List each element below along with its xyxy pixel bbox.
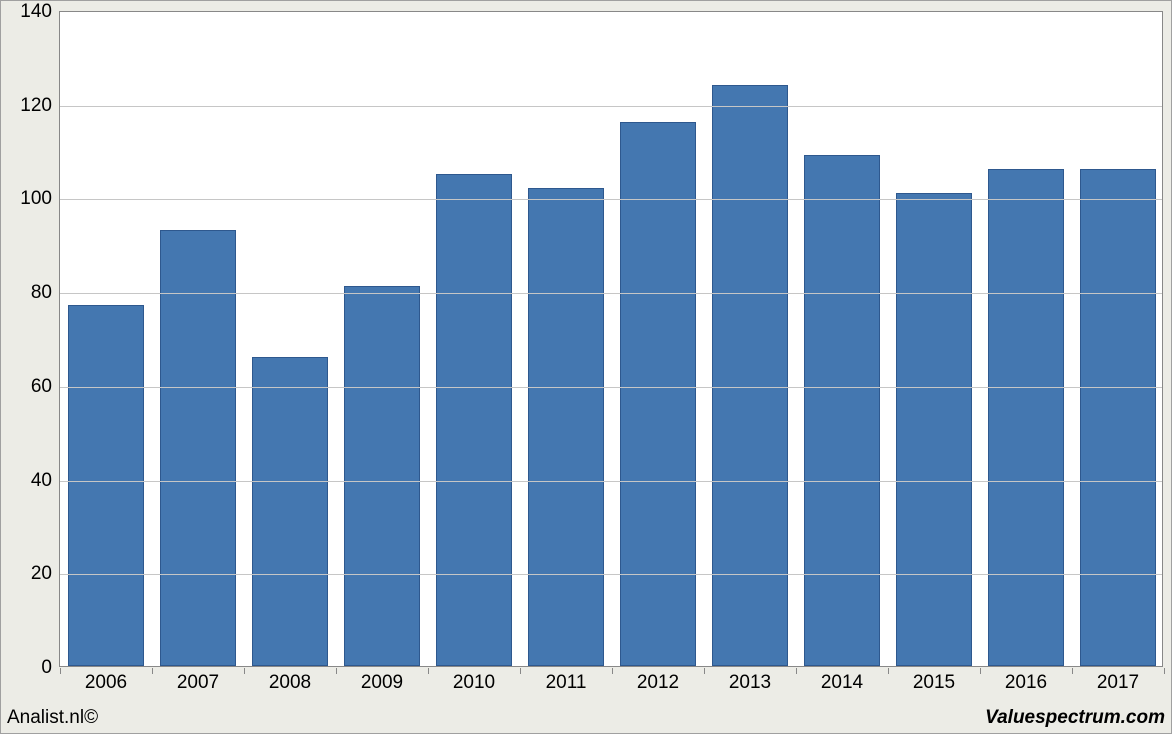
x-tick: [888, 668, 889, 674]
gridline: [60, 106, 1162, 107]
bar: [252, 357, 327, 666]
x-tick: [60, 668, 61, 674]
y-tick-label: 80: [31, 282, 52, 304]
x-tick: [520, 668, 521, 674]
footer: Analist.nl© Valuespectrum.com: [7, 705, 1165, 729]
gridline: [60, 387, 1162, 388]
y-tick-label: 20: [31, 563, 52, 585]
gridline: [60, 199, 1162, 200]
x-tick-label: 2015: [913, 672, 955, 694]
x-tick-label: 2009: [361, 672, 403, 694]
x-tick: [428, 668, 429, 674]
y-tick-label: 60: [31, 376, 52, 398]
x-tick-label: 2010: [453, 672, 495, 694]
x-tick: [796, 668, 797, 674]
footer-left: Analist.nl©: [7, 707, 98, 729]
bar: [1080, 169, 1155, 666]
bar: [160, 230, 235, 666]
bar: [804, 155, 879, 666]
x-tick-label: 2012: [637, 672, 679, 694]
bar: [344, 286, 419, 666]
x-tick: [152, 668, 153, 674]
chart-frame: 0 20 40 60 80 100 120 140 2006 2007 2008 2009 2010 20…: [0, 0, 1172, 734]
x-tick: [1164, 668, 1165, 674]
gridline: [60, 293, 1162, 294]
footer-right: Valuespectrum.com: [985, 707, 1165, 729]
x-tick: [244, 668, 245, 674]
plot-area: 0204060801001201402006200720082009201020…: [59, 11, 1163, 667]
x-tick-label: 2007: [177, 672, 219, 694]
x-tick: [980, 668, 981, 674]
bar: [68, 305, 143, 666]
x-tick-label: 2011: [546, 672, 587, 694]
y-tick-label: 40: [31, 470, 52, 492]
x-tick: [704, 668, 705, 674]
x-tick: [612, 668, 613, 674]
y-tick-label: 120: [20, 95, 52, 117]
bar: [620, 122, 695, 666]
bar: [436, 174, 511, 666]
y-tick-label: 140: [20, 1, 52, 23]
bar: [988, 169, 1063, 666]
x-tick: [1072, 668, 1073, 674]
y-tick-label: 0: [41, 657, 52, 679]
plot-wrap: 0204060801001201402006200720082009201020…: [7, 7, 1165, 701]
x-tick-label: 2016: [1005, 672, 1047, 694]
bars-layer: [60, 12, 1162, 666]
y-tick-label: 100: [20, 188, 52, 210]
bar: [712, 85, 787, 666]
bar: [528, 188, 603, 666]
gridline: [60, 481, 1162, 482]
x-tick-label: 2008: [269, 672, 311, 694]
x-tick-label: 2014: [821, 672, 863, 694]
x-tick-label: 2017: [1097, 672, 1139, 694]
bar: [896, 193, 971, 666]
x-tick-label: 2006: [85, 672, 127, 694]
x-tick: [336, 668, 337, 674]
gridline: [60, 574, 1162, 575]
x-tick-label: 2013: [729, 672, 771, 694]
